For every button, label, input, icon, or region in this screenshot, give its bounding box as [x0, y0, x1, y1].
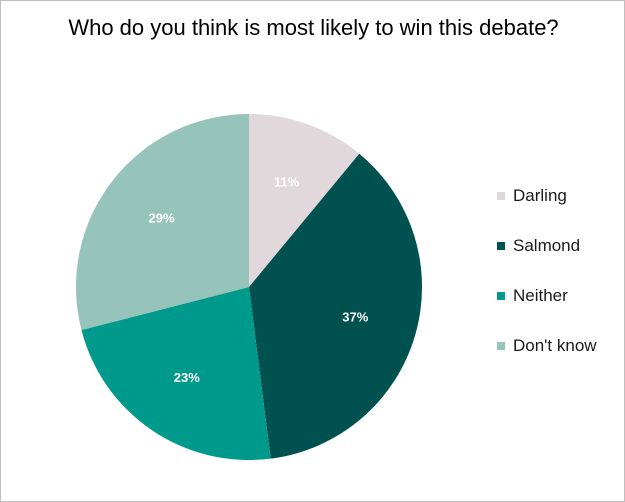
legend-label-dont-know: Don't know: [513, 335, 597, 355]
legend-label-neither: Neither: [513, 285, 568, 305]
pie-slice-dont-know: [76, 114, 249, 331]
slice-label-darling: 11%: [274, 174, 300, 189]
pie-slice-darling: [249, 114, 360, 287]
legend-item-dont-know: Don't know: [497, 333, 597, 358]
legend-swatch-dont-know: [497, 341, 505, 350]
legend-item-salmond: Salmond: [497, 233, 597, 258]
legend: Darling Salmond Neither Don't know: [497, 183, 597, 383]
legend-item-neither: Neither: [497, 283, 597, 308]
legend-swatch-darling: [497, 191, 505, 200]
legend-item-darling: Darling: [497, 183, 597, 208]
legend-label-darling: Darling: [513, 185, 567, 205]
legend-label-salmond: Salmond: [513, 235, 581, 255]
slice-label-salmond: 37%: [342, 309, 368, 324]
slice-label-dont-know: 29%: [148, 211, 174, 226]
pie-slice-neither: [81, 287, 271, 460]
pie-slice-salmond: [249, 153, 422, 459]
slice-label-neither: 23%: [174, 370, 200, 385]
legend-swatch-neither: [497, 291, 505, 300]
chart-title: Who do you think is most likely to win t…: [68, 15, 559, 40]
legend-swatch-salmond: [497, 241, 505, 250]
